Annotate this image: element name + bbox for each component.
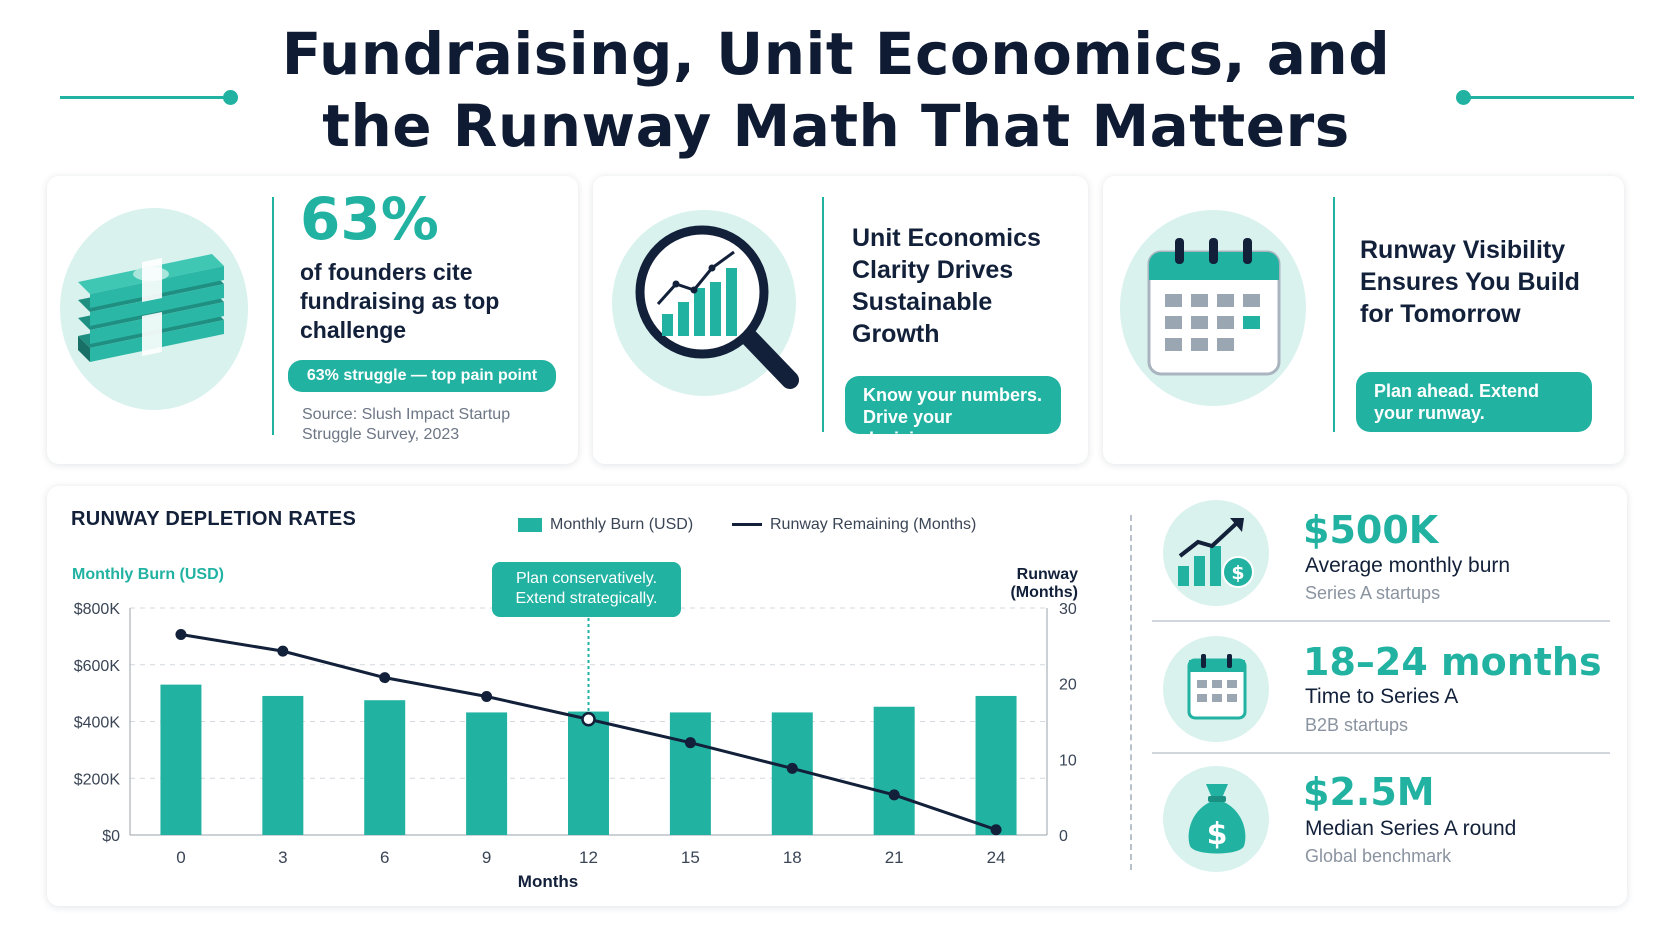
- card2-pill-line2: Drive your decisions.: [863, 407, 953, 449]
- x-axis-label: Months: [518, 872, 578, 891]
- x-tick-label: 15: [681, 848, 700, 867]
- y-right-tick-label: 10: [1059, 752, 1077, 769]
- panel-divider: [1130, 515, 1132, 870]
- stat2-sub: B2B startups: [1305, 715, 1409, 735]
- page-title-line2: the Runway Math That Matters: [322, 92, 1350, 160]
- x-tick-label: 9: [482, 848, 491, 867]
- header: Fundraising, Unit Economics, and the Run…: [0, 12, 1672, 162]
- x-tick-label: 18: [783, 848, 802, 867]
- bar-monthly-burn: [364, 700, 406, 835]
- x-tick-label: 6: [380, 848, 389, 867]
- calendar-icon: [1187, 654, 1247, 720]
- point-runway-remaining: [888, 789, 900, 801]
- point-runway-remaining: [990, 824, 1002, 836]
- card1-pill: 63% struggle — top pain point: [288, 360, 556, 392]
- x-tick-label: 0: [176, 848, 185, 867]
- card1-source: Source: Slush Impact Startup Struggle Su…: [302, 406, 511, 443]
- stat-separator-1: [1152, 620, 1610, 622]
- stat1-sub: Series A startups: [1305, 583, 1441, 603]
- y-left-tick-label: $400K: [74, 715, 121, 732]
- card1-big-value: 63%: [300, 185, 439, 253]
- stat1-label: Average monthly burn: [1305, 554, 1511, 577]
- point-runway-remaining: [786, 762, 798, 774]
- bar-monthly-burn: [262, 695, 304, 835]
- y-axis-label-left: Monthly Burn (USD): [72, 566, 224, 583]
- title-decoration-right: [1456, 90, 1634, 105]
- x-tick-label: 21: [885, 848, 904, 867]
- legend-label-runway: Runway Remaining (Months): [770, 516, 977, 533]
- point-runway-remaining: [481, 691, 493, 703]
- stat3-label: Median Series A round: [1305, 817, 1517, 840]
- y-right-tick-label: 30: [1059, 601, 1077, 618]
- svg-text:$: $: [1231, 562, 1244, 584]
- stat-separator-2: [1152, 752, 1610, 754]
- money-stack-icon: [78, 254, 224, 362]
- chart-title: RUNWAY DEPLETION RATES: [71, 508, 357, 530]
- title-decoration-left: [60, 90, 238, 105]
- point-runway-remaining: [175, 628, 187, 640]
- bar-monthly-burn: [160, 684, 202, 835]
- bar-monthly-burn: [975, 695, 1017, 835]
- money-bag-icon: $: [1188, 784, 1246, 854]
- y-right-tick-label: 0: [1059, 828, 1068, 845]
- point-runway-remaining: [277, 645, 289, 657]
- point-runway-remaining: [379, 672, 391, 684]
- growth-chart-dollar-icon: $: [1178, 518, 1254, 588]
- legend-item-runway: Runway Remaining (Months): [732, 515, 976, 535]
- x-tick-label: 12: [579, 848, 598, 867]
- card1-divider: [272, 197, 274, 435]
- annotation-line1: Plan conservatively.: [515, 570, 658, 587]
- chart-panel: [47, 486, 1627, 906]
- card3-pill-line2: your runway.: [1374, 403, 1485, 423]
- y-left-tick-label: $0: [102, 828, 120, 845]
- card2-pill-line1: Know your numbers.: [863, 385, 1043, 405]
- point-runway-remaining: [684, 737, 696, 749]
- svg-text:$: $: [1207, 817, 1228, 852]
- chart-annotation: Plan conservatively. Extend strategicall…: [492, 562, 681, 617]
- card3-title: Runway Visibility Ensures You Build for …: [1360, 236, 1580, 328]
- stat2-value: 18–24 months: [1303, 640, 1602, 684]
- bar-monthly-burn: [669, 712, 711, 835]
- card3-pill: Plan ahead. Extend your runway.: [1356, 372, 1592, 432]
- bar-monthly-burn: [568, 711, 609, 835]
- calendar-icon: [1147, 238, 1281, 376]
- card3-pill-line1: Plan ahead. Extend: [1374, 381, 1540, 401]
- stat3-sub: Global benchmark: [1305, 846, 1452, 866]
- stat1-value: $500K: [1303, 508, 1439, 552]
- stat2-label: Time to Series A: [1305, 685, 1459, 708]
- page-title-line1: Fundraising, Unit Economics, and: [281, 20, 1391, 88]
- card3-divider: [1333, 197, 1335, 432]
- card1-description: of founders cite fundraising as top chal…: [300, 259, 500, 343]
- y-left-tick-label: $600K: [74, 658, 121, 675]
- y-left-tick-label: $800K: [74, 601, 121, 618]
- legend-label-burn: Monthly Burn (USD): [550, 516, 694, 533]
- x-tick-label: 3: [278, 848, 287, 867]
- bar-monthly-burn: [873, 706, 915, 835]
- card2-title: Unit Economics Clarity Drives Sustainabl…: [852, 224, 1041, 348]
- bar-monthly-burn: [466, 712, 508, 835]
- legend-item-burn: Monthly Burn (USD): [518, 515, 693, 535]
- x-tick-label: 24: [987, 848, 1006, 867]
- card2-divider: [822, 197, 824, 432]
- y-right-tick-label: 20: [1059, 677, 1077, 694]
- magnifier-chart-icon: [635, 225, 799, 389]
- card2-pill: Know your numbers. Drive your decisions.: [845, 376, 1061, 449]
- annotation-line2: Extend strategically.: [515, 590, 658, 607]
- point-runway-remaining: [581, 711, 596, 727]
- stat3-value: $2.5M: [1303, 770, 1435, 814]
- y-left-tick-label: $200K: [74, 771, 121, 788]
- y-axis-label-right: Runway (Months): [1010, 566, 1078, 601]
